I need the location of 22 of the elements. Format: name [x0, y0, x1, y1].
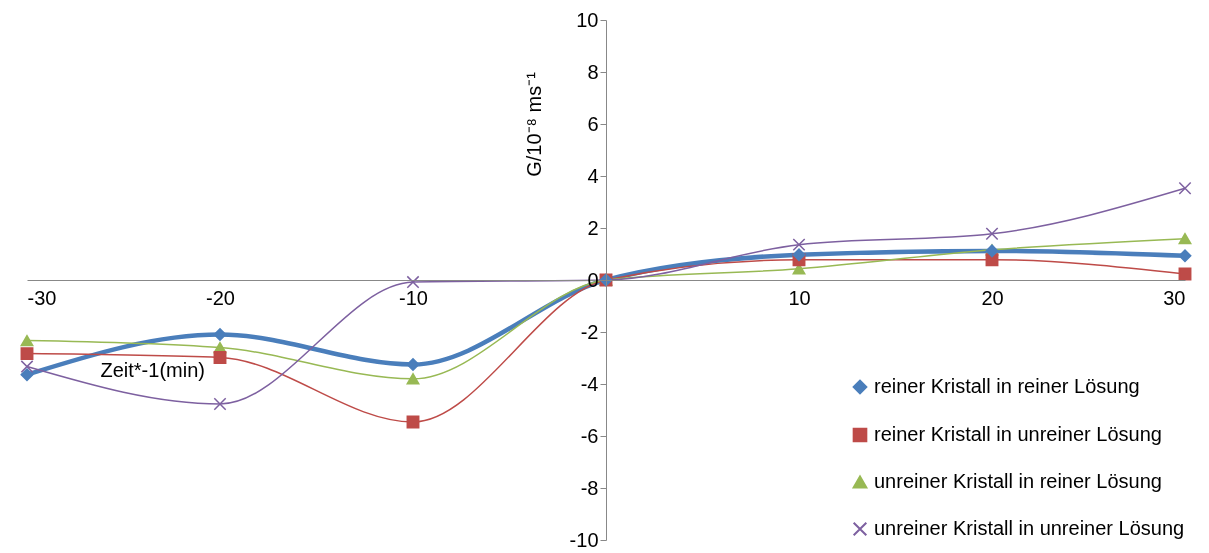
x-tick-label: -30	[27, 286, 57, 309]
x-axis-title: Zeit*-1(min)	[100, 358, 205, 381]
y-tick-label: -2	[580, 320, 599, 343]
x-tick-label: -20	[206, 286, 235, 309]
x-tick-label: 20	[981, 286, 1004, 309]
y-tick-label: -8	[580, 476, 599, 499]
x-tick-label: 10	[788, 286, 811, 309]
x-tick-label: 30	[1163, 286, 1186, 309]
legend-label: reiner Kristall in unreiner Lösung	[874, 423, 1162, 445]
y-tick-label: 8	[587, 60, 599, 83]
legend-label: reiner Kristall in reiner Lösung	[874, 375, 1140, 397]
y-tick-label: -4	[580, 372, 599, 395]
y-tick-label: 2	[587, 216, 599, 239]
x-tick-label: -10	[399, 286, 428, 309]
y-tick-label: -6	[580, 424, 599, 447]
legend-label: unreiner Kristall in unreiner Lösung	[874, 517, 1185, 539]
y-tick-label: -10	[569, 528, 599, 551]
y-tick-label: 10	[576, 8, 599, 31]
legend-label: unreiner Kristall in reiner Lösung	[874, 470, 1162, 492]
y-tick-label: 4	[587, 164, 599, 187]
y-axis-title: G/10⁻⁸ ms⁻¹	[522, 71, 545, 177]
y-tick-label: 6	[587, 112, 599, 135]
